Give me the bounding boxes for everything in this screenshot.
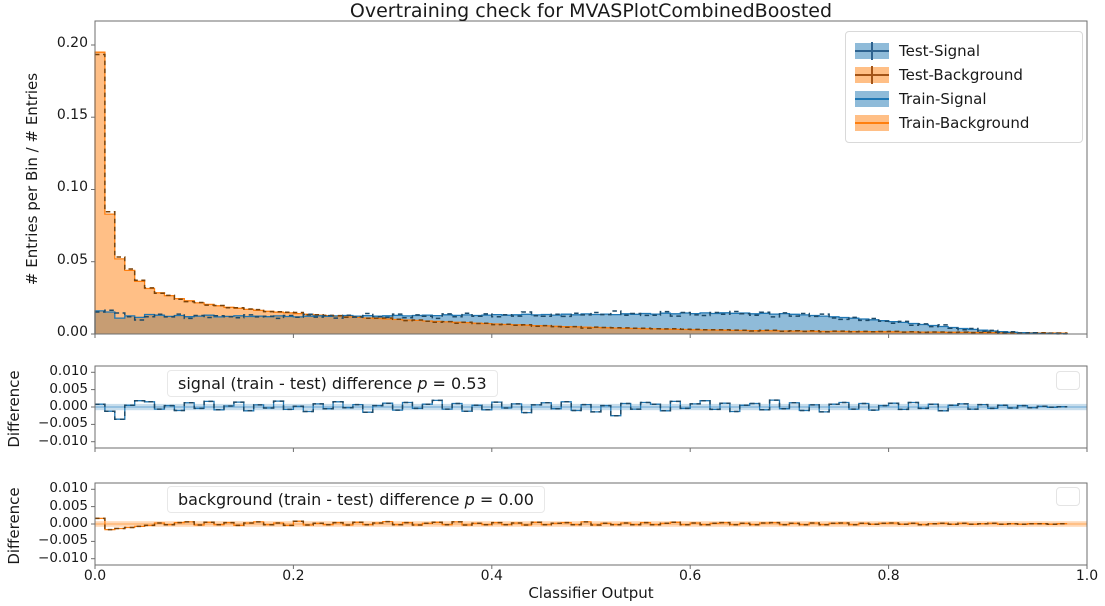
background-difference-y-tick-label: 0.005 xyxy=(49,497,88,514)
legend: Test-Signal Test-Background Train-Signal… xyxy=(845,31,1083,143)
test-background-errorbar-icon xyxy=(855,66,889,84)
train-background-band-icon xyxy=(855,115,889,131)
signal-diff-annotation: signal (train - test) difference p = 0.5… xyxy=(167,370,498,397)
x-tick-label: 0.6 xyxy=(679,568,702,584)
x-axis-label: Classifier Output xyxy=(528,584,654,602)
main-y-tick-label: 0.05 xyxy=(56,251,88,268)
legend-item-test-background: Test-Background xyxy=(855,63,1073,87)
background-diff-y-axis-label: Difference xyxy=(5,487,23,565)
legend-label: Train-Signal xyxy=(899,90,987,108)
difference-test-points xyxy=(95,517,1068,531)
x-tick-label: 1.0 xyxy=(1075,568,1099,584)
main-y-tick-label: 0.20 xyxy=(56,34,88,51)
empty-legend-box-background-diff xyxy=(1056,487,1080,506)
background-diff-annotation: background (train - test) difference p =… xyxy=(167,486,545,513)
x-tick-label: 0.0 xyxy=(83,568,107,584)
legend-label: Test-Signal xyxy=(899,42,981,60)
background-p-value: = 0.00 xyxy=(474,490,534,509)
legend-label: Train-Background xyxy=(899,114,1030,132)
signal-difference-y-tick-label: −0.010 xyxy=(38,432,88,449)
background-difference-y-tick-label: 0.010 xyxy=(49,480,88,497)
signal-difference-y-tick-label: −0.005 xyxy=(38,415,88,432)
difference-test-points xyxy=(95,399,1068,420)
main-axes-frame xyxy=(94,20,1088,335)
signal-diff-annotation-text: signal (train - test) difference xyxy=(178,374,418,393)
legend-item-train-background: Train-Background xyxy=(855,111,1073,135)
empty-legend-box-signal-diff xyxy=(1056,371,1080,390)
chart-title: Overtraining check for MVASPlotCombinedB… xyxy=(349,0,833,22)
test-signal-errorbar-icon xyxy=(855,42,889,60)
train-background-area xyxy=(95,52,1068,334)
signal-p-value: = 0.53 xyxy=(427,374,487,393)
legend-item-train-signal: Train-Signal xyxy=(855,87,1073,111)
background-difference-y-tick-label: −0.010 xyxy=(38,549,88,566)
test-signal-points xyxy=(95,309,1068,335)
x-tick-label: 0.8 xyxy=(877,568,900,584)
train-signal-band-icon xyxy=(855,91,889,107)
background-difference-y-tick-label: 0.000 xyxy=(49,515,88,531)
x-tick-label: 0.4 xyxy=(480,568,503,584)
main-y-tick-label: 0.10 xyxy=(56,179,88,196)
background-diff-annotation-text: background (train - test) difference xyxy=(178,490,465,509)
x-tick-label: 0.2 xyxy=(282,568,305,584)
legend-item-test-signal: Test-Signal xyxy=(855,39,1073,63)
p-symbol: p xyxy=(417,374,428,393)
background-difference-y-tick-label: −0.005 xyxy=(38,532,88,549)
signal-difference-y-tick-label: 0.005 xyxy=(49,380,88,397)
signal-difference-y-tick-label: 0.010 xyxy=(49,363,88,380)
legend-label: Test-Background xyxy=(899,66,1023,84)
signal-diff-y-axis-label: Difference xyxy=(5,370,23,448)
signal-difference-y-tick-label: 0.000 xyxy=(49,398,88,414)
main-y-tick-label: 0.15 xyxy=(56,107,88,124)
main-y-tick-label: 0.00 xyxy=(56,324,88,340)
p-symbol: p xyxy=(464,490,475,509)
